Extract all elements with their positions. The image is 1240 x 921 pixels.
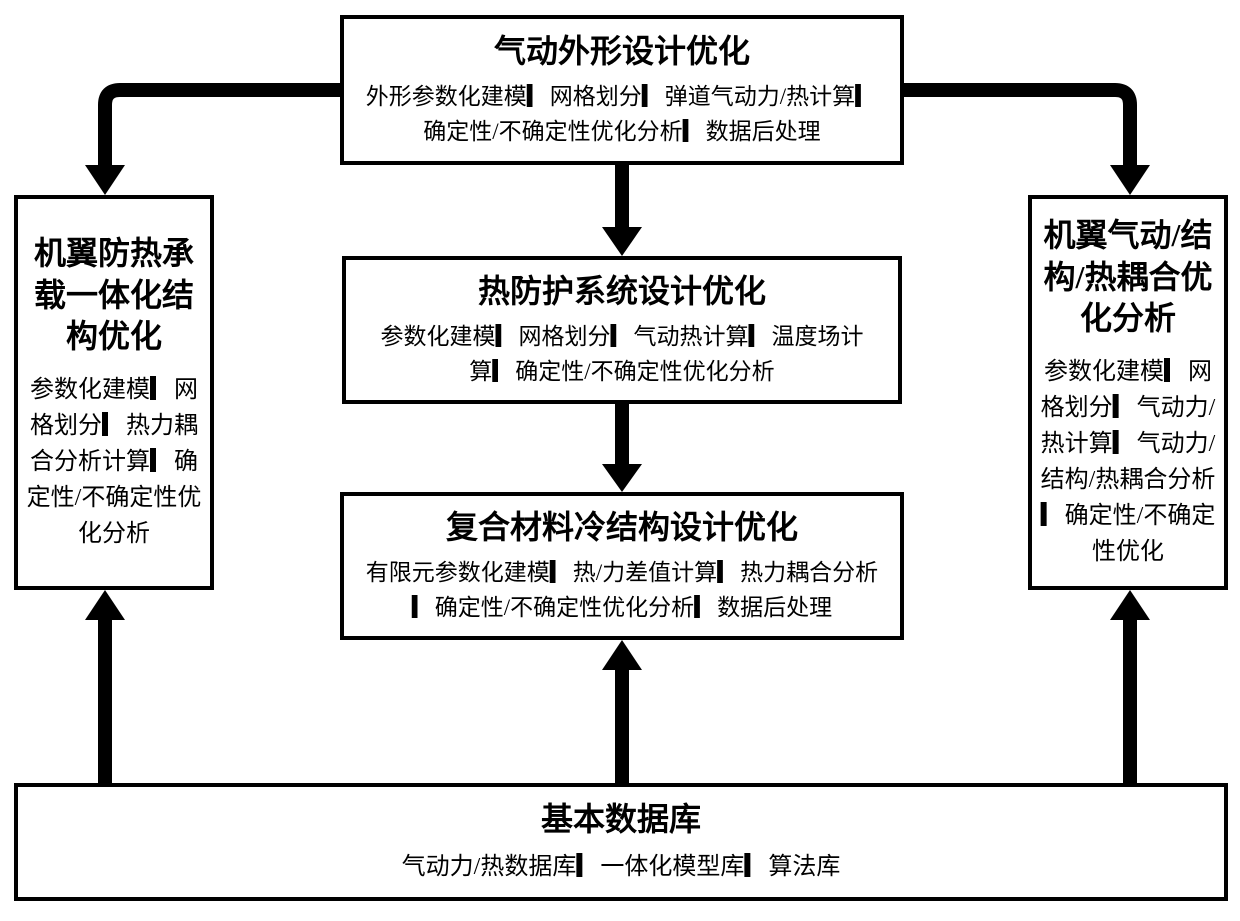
- node-left-subtitle: 参数化建模▎网格划分▎热力耦合分析计算▎确定性/不确定性优化分析: [26, 372, 202, 552]
- node-mid1-title: 热防护系统设计优化: [478, 271, 766, 313]
- node-mid2-subtitle: 有限元参数化建模▎热/力差值计算▎热力耦合分析▎确定性/不确定性优化分析▎数据后…: [364, 556, 880, 625]
- node-mid1-subtitle: 参数化建模▎网格划分▎气动热计算▎温度场计算▎确定性/不确定性优化分析: [371, 320, 873, 389]
- node-bottom: 基本数据库 气动力/热数据库▎一体化模型库▎算法库: [14, 783, 1228, 901]
- node-mid2-title: 复合材料冷结构设计优化: [446, 507, 798, 549]
- node-mid2: 复合材料冷结构设计优化 有限元参数化建模▎热/力差值计算▎热力耦合分析▎确定性/…: [340, 492, 904, 640]
- node-bottom-subtitle: 气动力/热数据库▎一体化模型库▎算法库: [402, 849, 841, 885]
- node-right: 机翼气动/结构/热耦合优化分析 参数化建模▎网格划分▎气动力/热计算▎气动力/结…: [1028, 195, 1228, 590]
- node-top-title: 气动外形设计优化: [494, 31, 750, 73]
- node-left: 机翼防热承载一体化结构优化 参数化建模▎网格划分▎热力耦合分析计算▎确定性/不确…: [14, 195, 214, 590]
- node-top-subtitle: 外形参数化建模▎网格划分▎弹道气动力/热计算▎确定性/不确定性优化分析▎数据后处…: [364, 80, 880, 149]
- node-top: 气动外形设计优化 外形参数化建模▎网格划分▎弹道气动力/热计算▎确定性/不确定性…: [340, 15, 904, 165]
- node-mid1: 热防护系统设计优化 参数化建模▎网格划分▎气动热计算▎温度场计算▎确定性/不确定…: [342, 256, 902, 404]
- node-left-title: 机翼防热承载一体化结构优化: [26, 233, 202, 358]
- node-bottom-title: 基本数据库: [541, 799, 701, 841]
- node-right-subtitle: 参数化建模▎网格划分▎气动力/热计算▎气动力/结构/热耦合分析▎确定性/不确定性…: [1040, 354, 1216, 570]
- node-right-title: 机翼气动/结构/热耦合优化分析: [1040, 215, 1216, 340]
